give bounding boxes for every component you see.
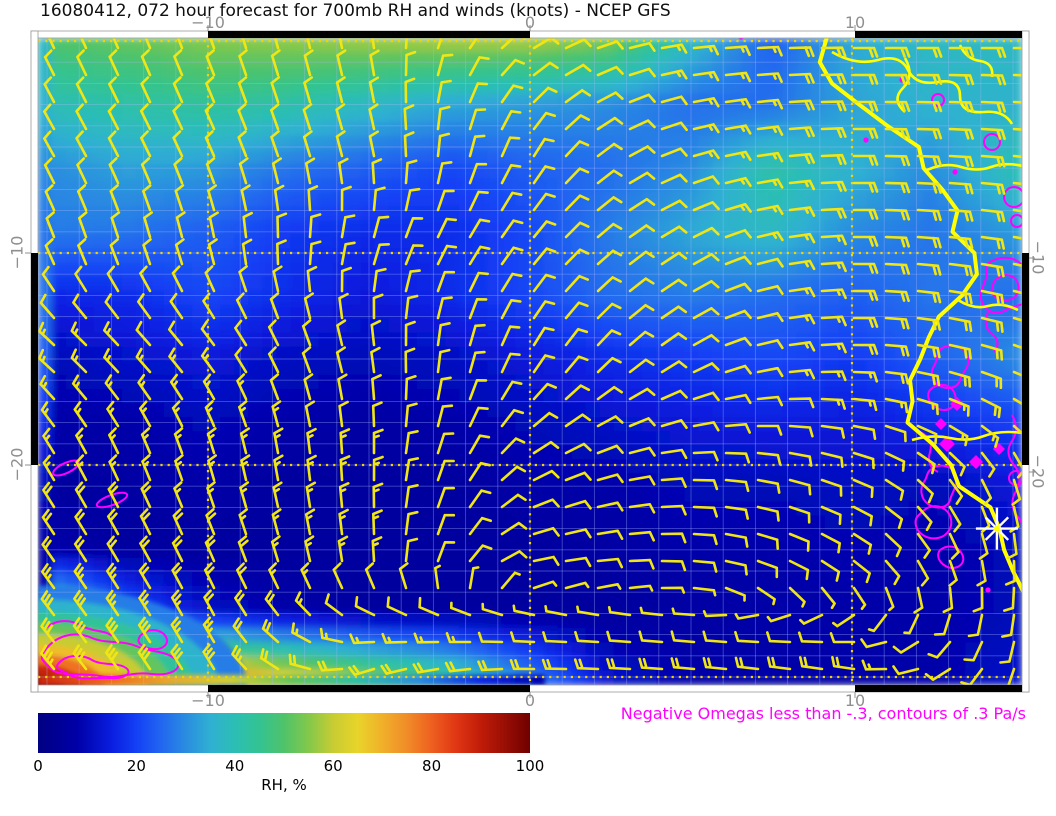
rh-colorbar bbox=[38, 713, 530, 753]
axis-tick-label: 0 bbox=[524, 691, 536, 710]
colorbar-tick-label: 0 bbox=[33, 757, 43, 775]
wind-barbs bbox=[38, 38, 1022, 685]
omega-contours bbox=[40, 38, 1022, 680]
rh-colorbar-caption: RH, % bbox=[261, 776, 307, 794]
station-star-marker bbox=[975, 507, 1018, 550]
axis-tick-label: −10 bbox=[1028, 240, 1048, 275]
colorbar-tick-label: 40 bbox=[225, 757, 245, 775]
axis-tick-label: −20 bbox=[1028, 454, 1048, 489]
axis-tick-label: −10 bbox=[191, 691, 225, 710]
axis-tick-label: 10 bbox=[844, 13, 866, 32]
axis-tick-label: −10 bbox=[191, 13, 225, 32]
omega-annotation: Negative Omegas less than -.3, contours … bbox=[620, 704, 1026, 723]
chart-title: 16080412, 072 hour forecast for 700mb RH… bbox=[40, 1, 671, 21]
map-frame bbox=[25, 25, 1035, 698]
colorbar-tick-label: 60 bbox=[323, 757, 343, 775]
coastline bbox=[817, 38, 1022, 594]
colorbar-tick-label: 80 bbox=[422, 757, 442, 775]
colorbar-tick-label: 20 bbox=[126, 757, 146, 775]
axis-tick-label: 0 bbox=[524, 13, 536, 32]
axis-tick-label: −20 bbox=[7, 447, 27, 482]
axis-tick-label: 10 bbox=[844, 691, 866, 710]
colorbar-tick-label: 100 bbox=[515, 757, 545, 775]
axis-tick-label: −10 bbox=[7, 235, 27, 270]
